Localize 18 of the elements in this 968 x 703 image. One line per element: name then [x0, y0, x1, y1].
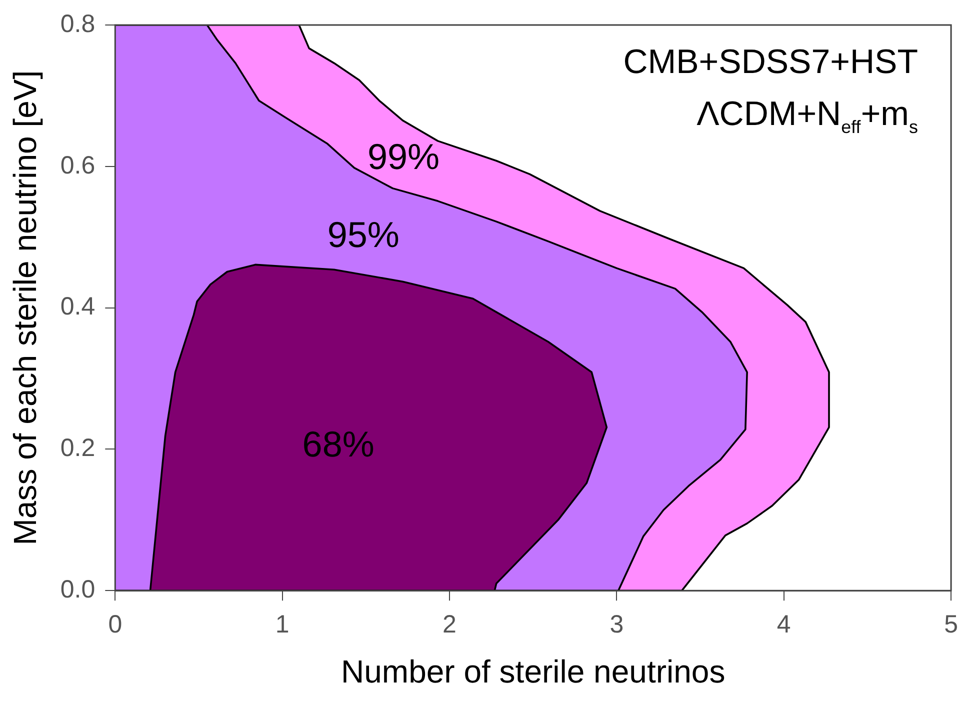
annotation: CMB+SDSS7+HST	[623, 42, 918, 83]
x-axis-title: Number of sterile neutrinos	[341, 654, 726, 690]
y-tick-label: 0.4	[60, 292, 96, 321]
y-tick-label: 0.8	[60, 10, 96, 38]
x-tick-label: 2	[442, 610, 456, 638]
y-tick-label: 0.6	[60, 151, 96, 180]
y-tick-label: 0.2	[60, 434, 96, 462]
x-tick-label: 3	[610, 610, 624, 638]
x-tick-label: 1	[275, 610, 290, 638]
series-label: 95%	[327, 214, 400, 256]
x-tick-label: 0	[108, 610, 122, 638]
y-axis-title: Mass of each sterile neutrino [eV]	[7, 70, 44, 546]
annotation: ΛCDM+N$_{eff}$+m$_{s}$	[696, 94, 918, 139]
series-label: 99%	[368, 136, 440, 177]
y-tick-label: 0.0	[60, 575, 96, 604]
series-label: 68%	[302, 423, 374, 464]
x-tick-label: 4	[776, 610, 791, 638]
x-tick-label: 5	[944, 610, 958, 638]
